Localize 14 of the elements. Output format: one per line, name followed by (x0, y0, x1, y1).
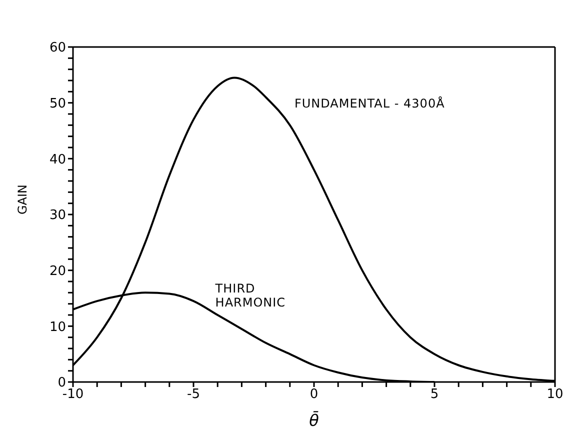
x-tick-label: 5 (430, 387, 439, 402)
y-tick-label: 30 (49, 208, 66, 224)
y-tick-label: 50 (49, 96, 66, 112)
series-label: FUNDAMENTAL - 4300Å (294, 96, 446, 111)
series-label: THIRD HARMONIC (214, 282, 286, 310)
y-axis-title: GAIN (15, 184, 30, 214)
y-tick-label: 20 (49, 264, 66, 279)
y-tick-label: 40 (49, 152, 66, 168)
x-tick-label: -5 (187, 387, 200, 402)
x-axis-title: θ̄ (309, 411, 320, 430)
y-tick-label: 10 (49, 320, 66, 335)
y-tick-label: 60 (49, 40, 66, 56)
x-tick-label: 10 (546, 387, 564, 402)
x-tick-label: 0 (310, 387, 318, 402)
